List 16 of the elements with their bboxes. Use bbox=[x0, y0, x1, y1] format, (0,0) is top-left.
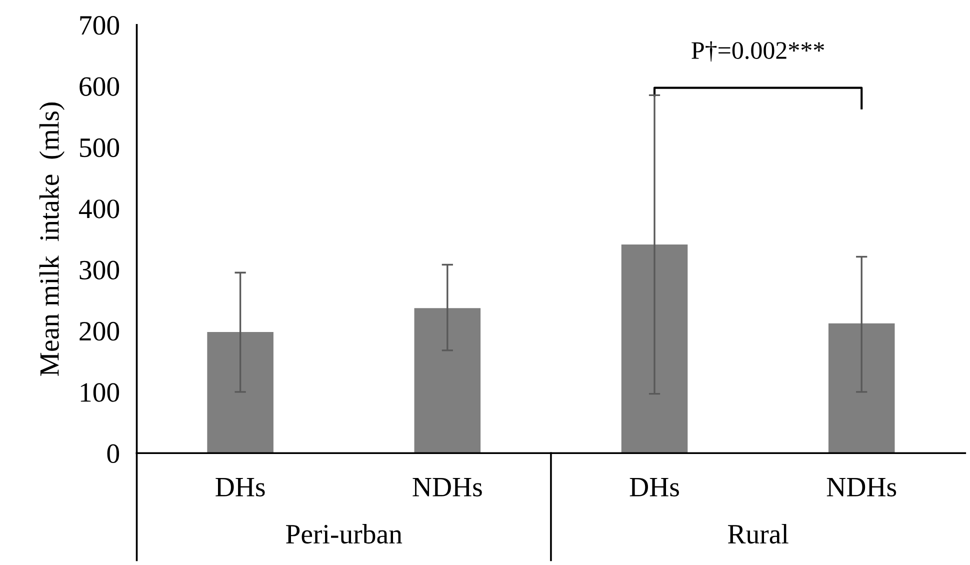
annotation: P†=0.002*** bbox=[692, 41, 824, 62]
y-axis-title: Mean milk intake (mls) bbox=[39, 102, 65, 376]
x-tick-label: DHs bbox=[630, 478, 679, 496]
text: Rural bbox=[728, 524, 788, 544]
x-tick-label: NDHs bbox=[826, 478, 896, 496]
y-tick-label: 700 bbox=[80, 16, 120, 35]
y-tick-label: 600 bbox=[80, 77, 120, 96]
x-tick-label: NDHs bbox=[412, 478, 482, 496]
y-tick-label: 500 bbox=[80, 138, 120, 158]
text: Peri-urban bbox=[286, 524, 402, 544]
x-tick-label: DHs bbox=[216, 478, 265, 496]
y-tick-label: 300 bbox=[80, 260, 120, 280]
y-tick-label: 0 bbox=[107, 444, 120, 464]
y-tick-label: 100 bbox=[80, 383, 120, 402]
y-tick-label: 200 bbox=[80, 322, 120, 341]
y-tick-label: 400 bbox=[78, 200, 120, 218]
